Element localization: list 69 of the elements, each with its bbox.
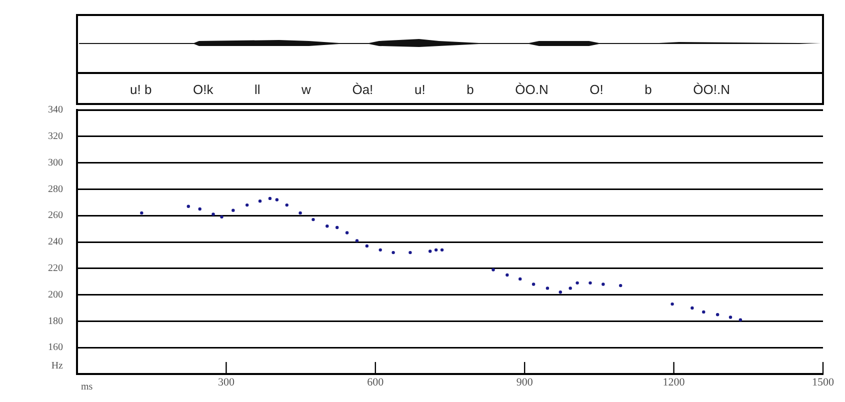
x-tick-label: 600 bbox=[367, 376, 384, 388]
text: u! b bbox=[130, 82, 152, 97]
point bbox=[378, 248, 382, 252]
x-tick-label: 900 bbox=[516, 376, 534, 388]
text: u! bbox=[414, 82, 426, 97]
point bbox=[532, 282, 536, 286]
point bbox=[285, 203, 288, 207]
y-tick-label: 180 bbox=[48, 316, 63, 327]
y-tick-label: 220 bbox=[48, 263, 63, 274]
point bbox=[312, 218, 315, 222]
point bbox=[408, 250, 412, 254]
text: O!k bbox=[192, 82, 214, 97]
point bbox=[232, 208, 235, 212]
point bbox=[275, 198, 279, 202]
y-tick-label: 280 bbox=[48, 184, 63, 195]
point bbox=[716, 313, 720, 316]
point bbox=[670, 302, 674, 306]
x-tick-label: 1200 bbox=[662, 376, 686, 388]
text: Òa! bbox=[352, 82, 374, 97]
point bbox=[355, 239, 359, 242]
text: ÒO!.N bbox=[693, 82, 730, 97]
text: ll bbox=[254, 82, 260, 97]
x-tick-label: 1500 bbox=[812, 376, 834, 388]
point bbox=[568, 286, 572, 290]
point bbox=[428, 250, 432, 253]
y-tick-label: 300 bbox=[48, 157, 63, 168]
point bbox=[506, 273, 509, 277]
text: b bbox=[466, 82, 474, 97]
y-tick-label: 240 bbox=[48, 236, 63, 248]
point bbox=[702, 310, 706, 314]
x-tick-label: 300 bbox=[218, 376, 235, 388]
point bbox=[258, 199, 262, 203]
point bbox=[440, 248, 444, 252]
point bbox=[602, 282, 605, 286]
point bbox=[198, 207, 202, 211]
point bbox=[492, 268, 495, 272]
point bbox=[518, 277, 522, 281]
point bbox=[140, 211, 144, 215]
y-tick-label: 320 bbox=[48, 131, 63, 142]
y-tick-label: 340 bbox=[48, 104, 63, 116]
point bbox=[345, 231, 349, 234]
text: b bbox=[644, 82, 652, 97]
point bbox=[546, 286, 550, 290]
y-axis-title: Hz bbox=[51, 360, 64, 372]
text: ÒO.N bbox=[515, 82, 548, 97]
point bbox=[690, 306, 694, 310]
point bbox=[365, 244, 369, 248]
point bbox=[738, 318, 742, 322]
point bbox=[212, 212, 215, 216]
x-axis-title: ms bbox=[81, 382, 93, 393]
point bbox=[588, 281, 592, 285]
point bbox=[434, 248, 438, 252]
point bbox=[392, 250, 395, 254]
point bbox=[618, 284, 622, 288]
text: O! bbox=[590, 82, 604, 97]
point bbox=[245, 203, 249, 207]
text: w bbox=[302, 82, 311, 97]
point bbox=[220, 215, 224, 219]
point bbox=[576, 281, 579, 285]
point bbox=[298, 211, 302, 215]
y-tick-label: 260 bbox=[48, 210, 63, 222]
point bbox=[326, 224, 329, 228]
point bbox=[336, 226, 339, 230]
y-tick-label: 200 bbox=[48, 289, 63, 300]
point bbox=[268, 196, 272, 200]
point bbox=[558, 290, 562, 294]
point bbox=[728, 316, 732, 319]
y-tick-label: 160 bbox=[48, 342, 63, 354]
point bbox=[186, 204, 190, 208]
